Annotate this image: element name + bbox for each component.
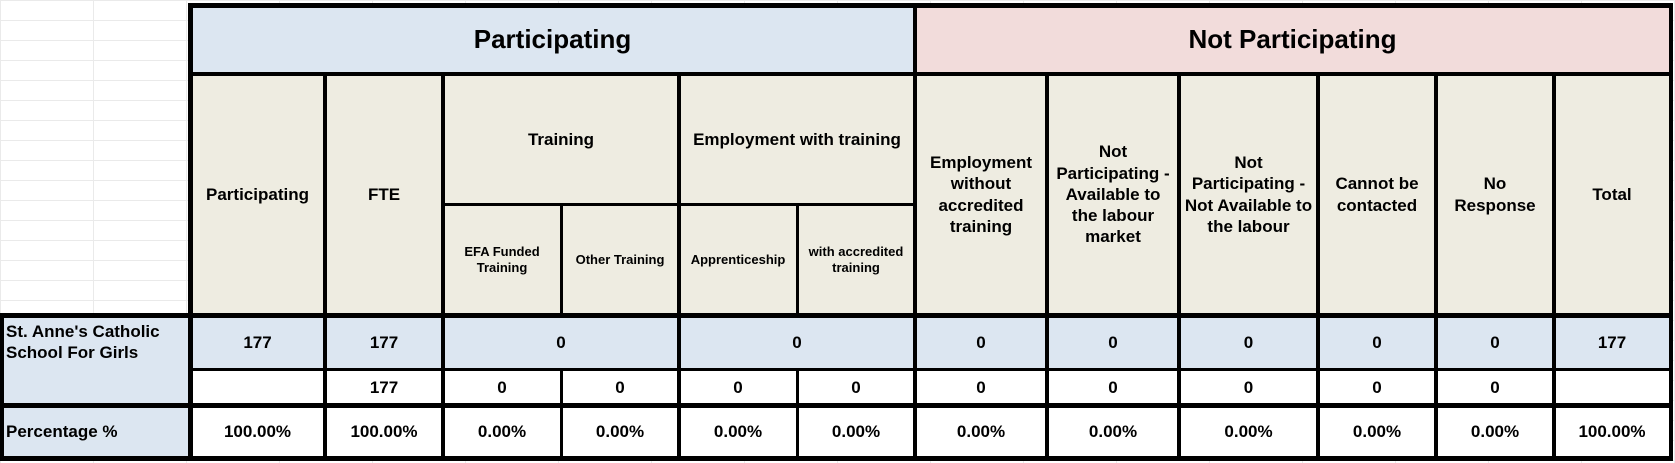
- row1-employment-without: 0: [915, 315, 1047, 370]
- header-employment-with-training: Employment with training: [679, 74, 915, 205]
- border-v-9: [1316, 72, 1320, 461]
- row1-no-response: 0: [1436, 315, 1554, 370]
- header-no-response: No Response: [1436, 74, 1554, 315]
- school-name: St. Anne's Catholic School For Girls: [0, 315, 190, 370]
- border-v-11: [1552, 72, 1556, 461]
- header-efa-funded-training: EFA Funded Training: [443, 205, 561, 315]
- header-np-not-available: Not Participating - Not Available to the…: [1179, 74, 1318, 315]
- row1-cannot-contact: 0: [1318, 315, 1436, 370]
- border-h-group: [190, 72, 1672, 76]
- row2-participating: [190, 370, 325, 405]
- border-v-5a: [796, 203, 799, 315]
- pct-with-accredited: 0.00%: [797, 405, 915, 458]
- row2-np-available: 0: [1047, 370, 1179, 405]
- pct-participating: 100.00%: [190, 405, 325, 458]
- header-training: Training: [443, 74, 679, 205]
- border-h-header-bottom: [0, 313, 1672, 318]
- border-v-7: [1045, 72, 1049, 461]
- row1-fte: 177: [325, 315, 443, 370]
- row1-employment-with-training: 0: [679, 315, 915, 370]
- border-h-bottom: [0, 456, 1672, 461]
- border-v-right: [1669, 3, 1673, 461]
- border-v-8: [1177, 72, 1181, 461]
- border-v-label: [188, 3, 193, 461]
- header-cannot-be-contacted: Cannot be contacted: [1318, 74, 1436, 315]
- row2-efa-funded: 0: [443, 370, 561, 405]
- pct-np-not-available: 0.00%: [1179, 405, 1318, 458]
- border-v-10: [1434, 72, 1438, 461]
- group-header-not-participating: Not Participating: [915, 5, 1670, 74]
- header-fte: FTE: [325, 74, 443, 315]
- header-total: Total: [1554, 74, 1670, 315]
- row2-fte: 177: [325, 370, 443, 405]
- header-employment-without-accredited: Employment without accredited training: [915, 74, 1047, 315]
- border-v-group: [913, 3, 917, 461]
- pct-total: 100.00%: [1554, 405, 1670, 458]
- pct-efa-funded: 0.00%: [443, 405, 561, 458]
- header-participating: Participating: [190, 74, 325, 315]
- border-v-2: [441, 72, 445, 461]
- header-np-available: Not Participating - Available to the lab…: [1047, 74, 1179, 315]
- row2-np-not-available: 0: [1179, 370, 1318, 405]
- row1-participating: 177: [190, 315, 325, 370]
- border-h-row1: [190, 368, 1672, 371]
- row2-with-accredited: 0: [797, 370, 915, 405]
- pct-no-response: 0.00%: [1436, 405, 1554, 458]
- border-v-3b: [560, 368, 563, 461]
- percentage-label: Percentage %: [0, 405, 190, 458]
- pct-employment-without: 0.00%: [915, 405, 1047, 458]
- header-other-training: Other Training: [561, 205, 679, 315]
- border-v-left: [0, 313, 4, 461]
- border-v-3a: [560, 203, 563, 315]
- pct-np-available: 0.00%: [1047, 405, 1179, 458]
- border-h-top: [190, 3, 1672, 8]
- row1-np-not-available: 0: [1179, 315, 1318, 370]
- row2-employment-without: 0: [915, 370, 1047, 405]
- border-v-5b: [796, 368, 799, 461]
- pct-apprenticeship: 0.00%: [679, 405, 797, 458]
- row1-total: 177: [1554, 315, 1670, 370]
- header-with-accredited-training: with accredited training: [797, 205, 915, 315]
- pct-fte: 100.00%: [325, 405, 443, 458]
- header-apprenticeship: Apprenticeship: [679, 205, 797, 315]
- group-header-participating: Participating: [190, 5, 915, 74]
- row2-total: [1554, 370, 1670, 405]
- pct-cannot-contact: 0.00%: [1318, 405, 1436, 458]
- row2-other-training: 0: [561, 370, 679, 405]
- border-v-4: [677, 72, 681, 461]
- row2-no-response: 0: [1436, 370, 1554, 405]
- row1-np-available: 0: [1047, 315, 1179, 370]
- pct-other-training: 0.00%: [561, 405, 679, 458]
- row1-training: 0: [443, 315, 679, 370]
- border-v-1: [323, 72, 327, 461]
- row2-apprenticeship: 0: [679, 370, 797, 405]
- border-h-row2: [0, 403, 1672, 408]
- school-name-continuation: [0, 370, 190, 405]
- row2-cannot-contact: 0: [1318, 370, 1436, 405]
